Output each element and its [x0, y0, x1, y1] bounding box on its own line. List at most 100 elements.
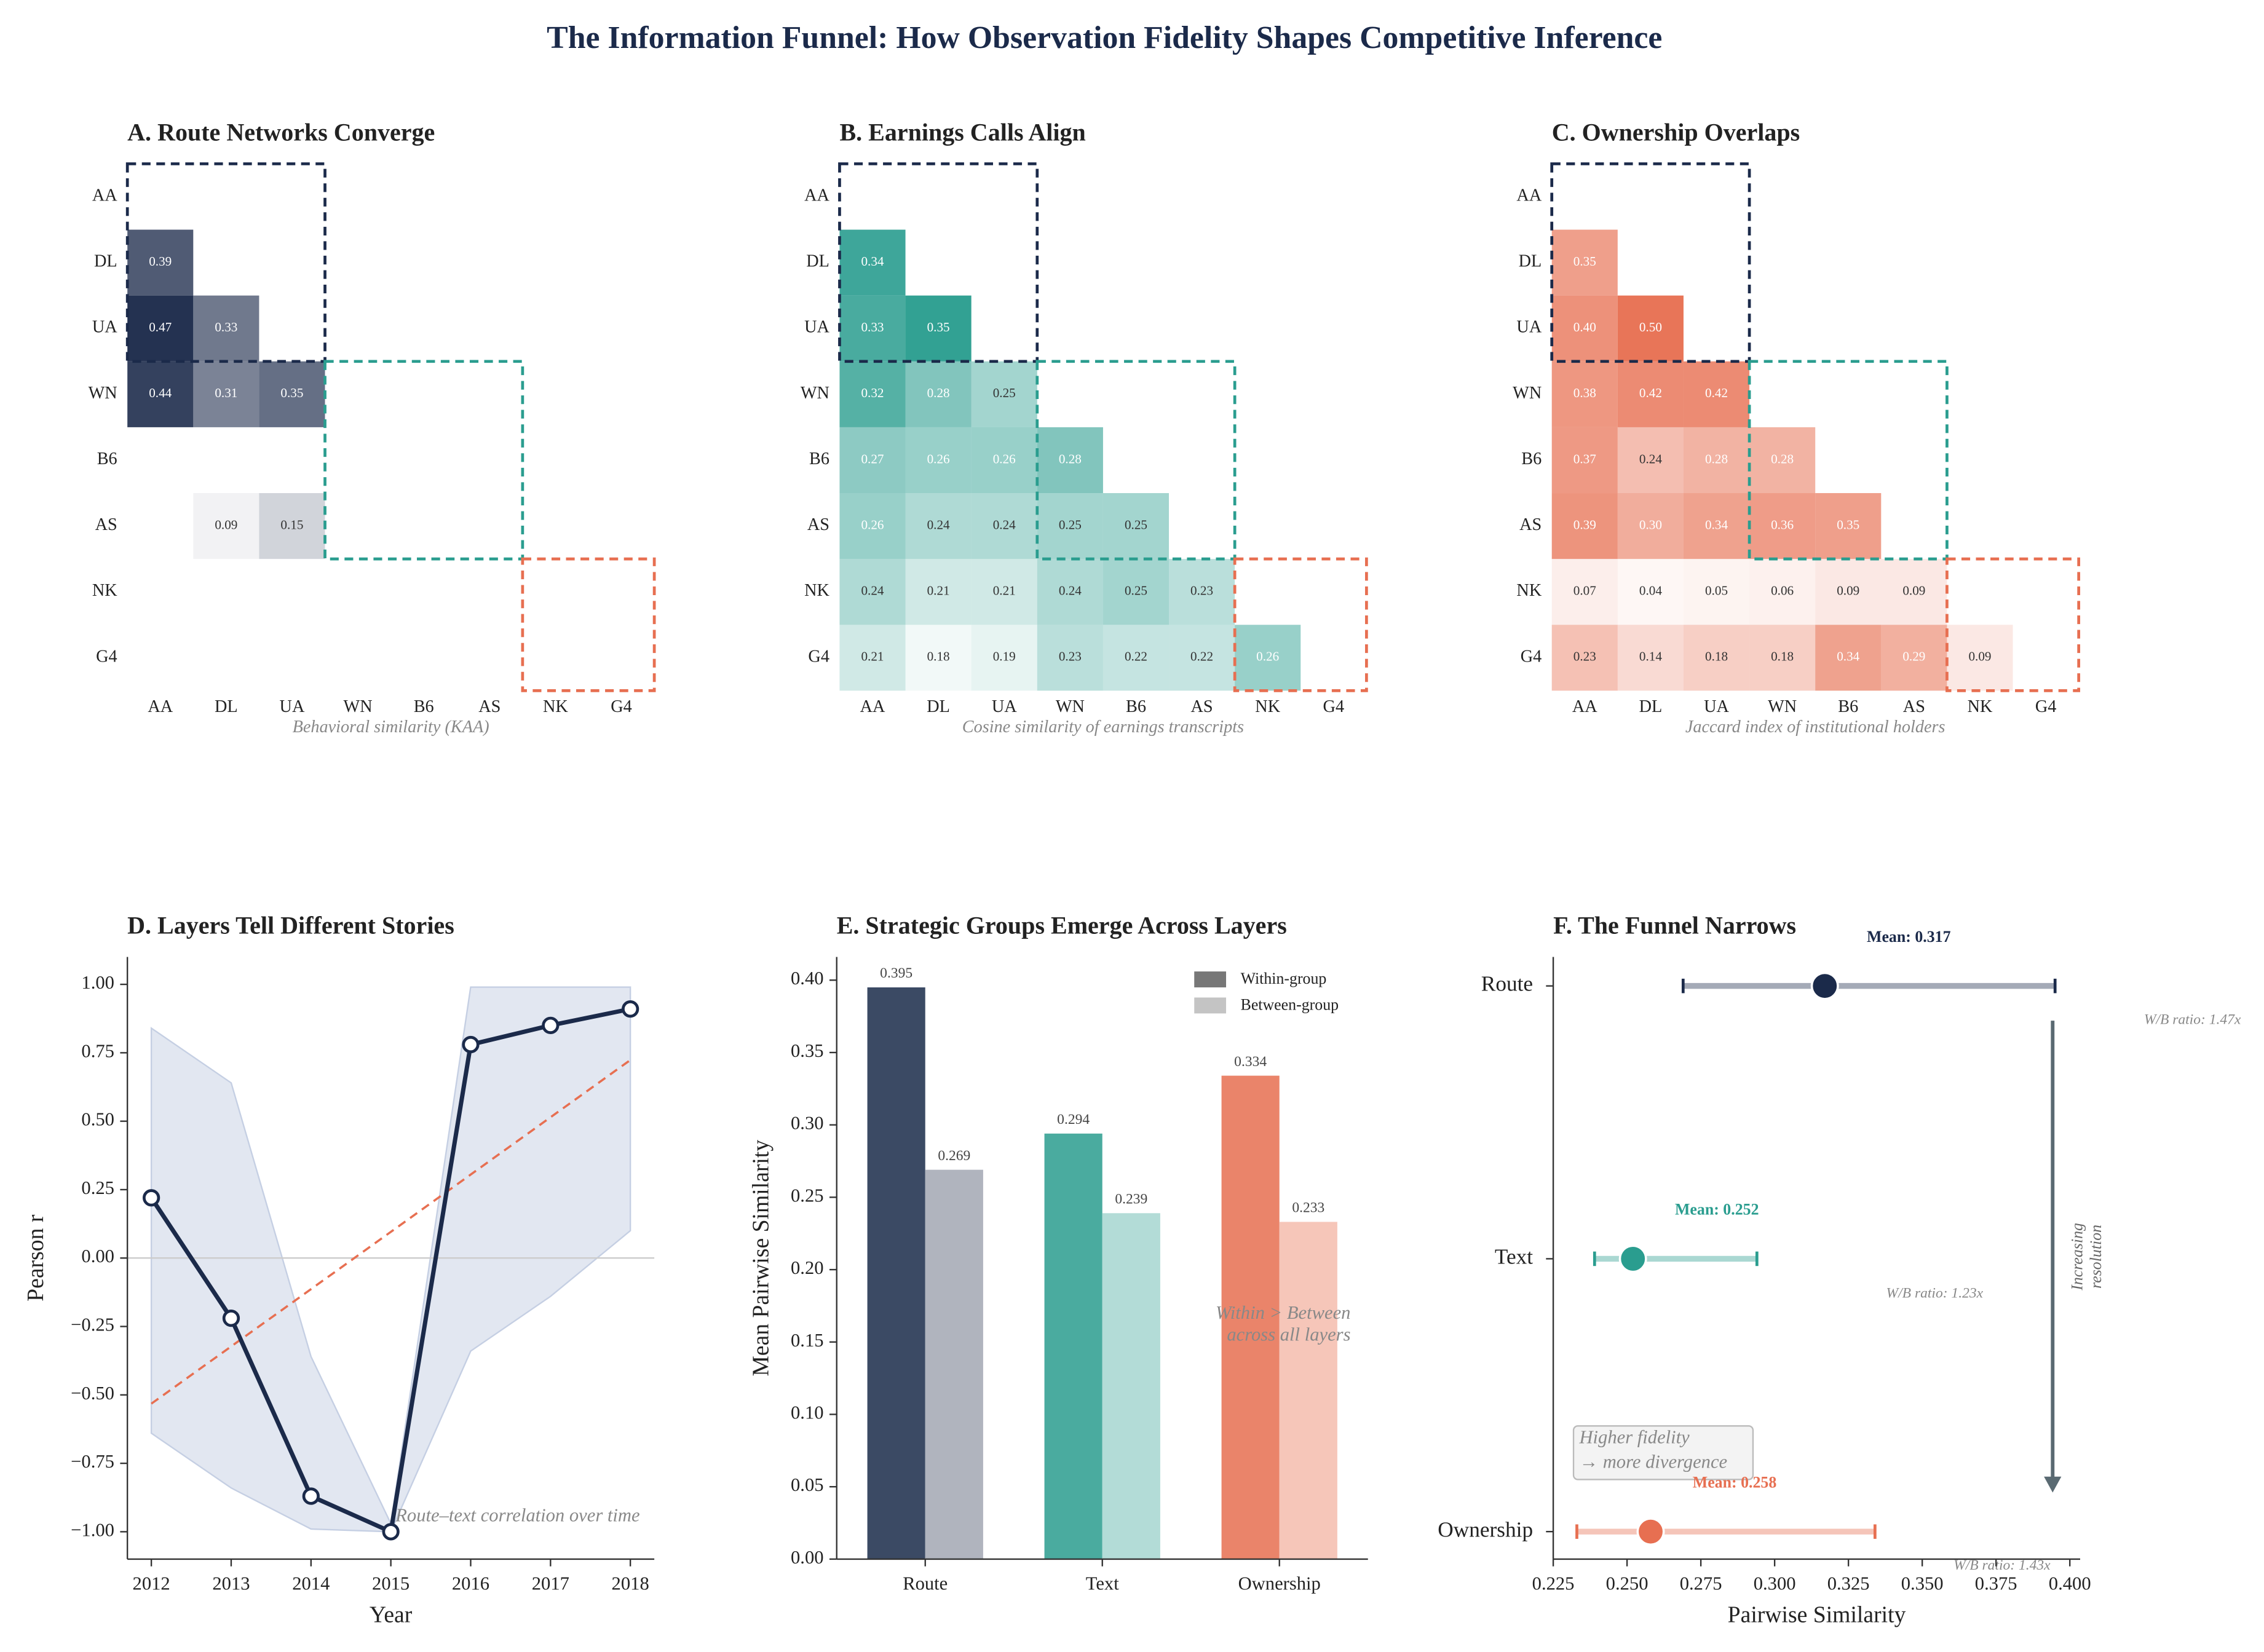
heat-cell — [905, 625, 972, 691]
cell-label: 0.24 — [1059, 583, 1082, 598]
cell-label: 0.28 — [927, 385, 950, 400]
confidence-band — [150, 986, 631, 1533]
callout-box — [1572, 1425, 1754, 1480]
y-axis-label: Pearson r — [23, 1214, 49, 1302]
y-tick-label: 0.75 — [81, 1040, 114, 1061]
heat-cell — [839, 295, 906, 362]
heat-cell — [259, 361, 325, 427]
cell-label: 0.40 — [1573, 320, 1596, 334]
heat-cell — [193, 493, 259, 559]
y-tick-label: 0.25 — [81, 1177, 114, 1198]
ratio-label: W/B ratio: 1.47x — [2144, 1012, 2241, 1028]
cell-label: 0.09 — [1902, 583, 1925, 598]
cell-label: 0.23 — [1190, 583, 1213, 598]
x-axis-label: Year — [370, 1602, 413, 1628]
panel-title: B. Earnings Calls Align — [839, 119, 1085, 146]
y-tick-label: 0.00 — [81, 1246, 114, 1267]
heat-cell — [971, 361, 1037, 427]
row-label: B6 — [809, 449, 829, 468]
heat-cell — [1037, 493, 1103, 559]
heat-cell — [905, 559, 972, 625]
row-label: G4 — [1521, 647, 1542, 666]
cell-label: 0.23 — [1059, 649, 1082, 664]
heat-cell — [1749, 625, 1816, 691]
heat-cell — [839, 427, 906, 494]
heat-cell — [1815, 559, 1882, 625]
heat-cell — [1169, 559, 1235, 625]
bar — [867, 987, 925, 1559]
cell-label: 0.15 — [280, 517, 303, 532]
callout-text: Higher fidelity — [1578, 1427, 1690, 1448]
heat-cell — [1947, 625, 2013, 691]
heat-cell — [1617, 493, 1684, 559]
cell-label: 0.24 — [927, 517, 950, 532]
x-tick-label: 2017 — [532, 1573, 569, 1594]
cell-label: 0.34 — [1705, 517, 1728, 532]
col-label: WN — [1056, 697, 1085, 716]
heat-cell — [1551, 625, 1618, 691]
heat-cell — [1617, 625, 1684, 691]
x-axis-label: Behavioral similarity (KAA) — [293, 717, 489, 737]
col-label: AS — [1191, 697, 1213, 716]
legend-label: Between-group — [1241, 996, 1339, 1014]
row-label: NK — [1516, 581, 1542, 600]
cell-label: 0.09 — [1837, 583, 1859, 598]
bar-label: 0.334 — [1234, 1054, 1267, 1070]
annotation: Within > Between — [1216, 1302, 1350, 1323]
bar-label: 0.233 — [1292, 1200, 1324, 1216]
cell-label: 0.26 — [861, 517, 884, 532]
heat-cell — [1037, 427, 1103, 494]
cell-label: 0.35 — [927, 320, 950, 334]
y-tick-label: −0.50 — [71, 1383, 114, 1404]
cell-label: 0.26 — [927, 451, 950, 466]
cell-label: 0.26 — [993, 451, 1016, 466]
heat-cell — [905, 493, 972, 559]
point — [462, 1035, 480, 1054]
y-tick-label: 0.35 — [791, 1040, 824, 1061]
cell-label: 0.04 — [1639, 583, 1662, 598]
x-axis-label: Jaccard index of institutional holders — [1685, 717, 1945, 737]
cell-label: 0.31 — [215, 385, 237, 400]
heat-cell — [971, 427, 1037, 494]
cell-label: 0.50 — [1639, 320, 1662, 334]
bar — [1102, 1213, 1160, 1559]
heat-cell — [1617, 427, 1684, 494]
col-label: B6 — [414, 697, 434, 716]
bar-label: 0.294 — [1057, 1112, 1090, 1128]
cell-label: 0.14 — [1639, 649, 1662, 664]
x-tick-label: 0.300 — [1754, 1573, 1796, 1594]
row-label: G4 — [808, 647, 829, 666]
row-label: UA — [804, 318, 829, 337]
group-box — [1035, 360, 1237, 561]
cell-label: 0.26 — [1256, 649, 1279, 664]
cell-label: 0.42 — [1639, 385, 1662, 400]
col-label: NK — [1968, 697, 1993, 716]
group-box — [323, 360, 524, 561]
heat-cell — [971, 493, 1037, 559]
x-tick-label: Text — [1086, 1573, 1119, 1594]
group-box — [1550, 162, 1751, 363]
heat-cell — [1683, 427, 1750, 494]
heat-cell — [193, 295, 259, 362]
heat-cell — [1102, 493, 1170, 559]
heat-cell — [971, 559, 1037, 625]
cell-label: 0.28 — [1771, 451, 1794, 466]
ratio-label: W/B ratio: 1.23x — [1886, 1285, 1984, 1301]
cell-label: 0.21 — [861, 649, 884, 664]
heat-cell — [839, 625, 906, 691]
point — [542, 1016, 560, 1034]
cell-label: 0.25 — [1059, 517, 1082, 532]
y-axis-label: Mean Pairwise Similarity — [748, 1140, 774, 1377]
col-label: DL — [927, 697, 950, 716]
heat-cell — [1169, 625, 1235, 691]
cell-label: 0.35 — [1573, 254, 1596, 269]
cell-label: 0.34 — [1837, 649, 1859, 664]
heat-cell — [1881, 625, 1947, 691]
y-tick-label: 0.25 — [791, 1185, 824, 1206]
x-tick-label: 2014 — [292, 1573, 330, 1594]
heat-cell — [1749, 493, 1816, 559]
heat-cell — [1551, 493, 1618, 559]
y-tick-label: Ownership — [1438, 1517, 1533, 1541]
cell-label: 0.24 — [993, 517, 1016, 532]
cell-label: 0.47 — [149, 320, 172, 334]
